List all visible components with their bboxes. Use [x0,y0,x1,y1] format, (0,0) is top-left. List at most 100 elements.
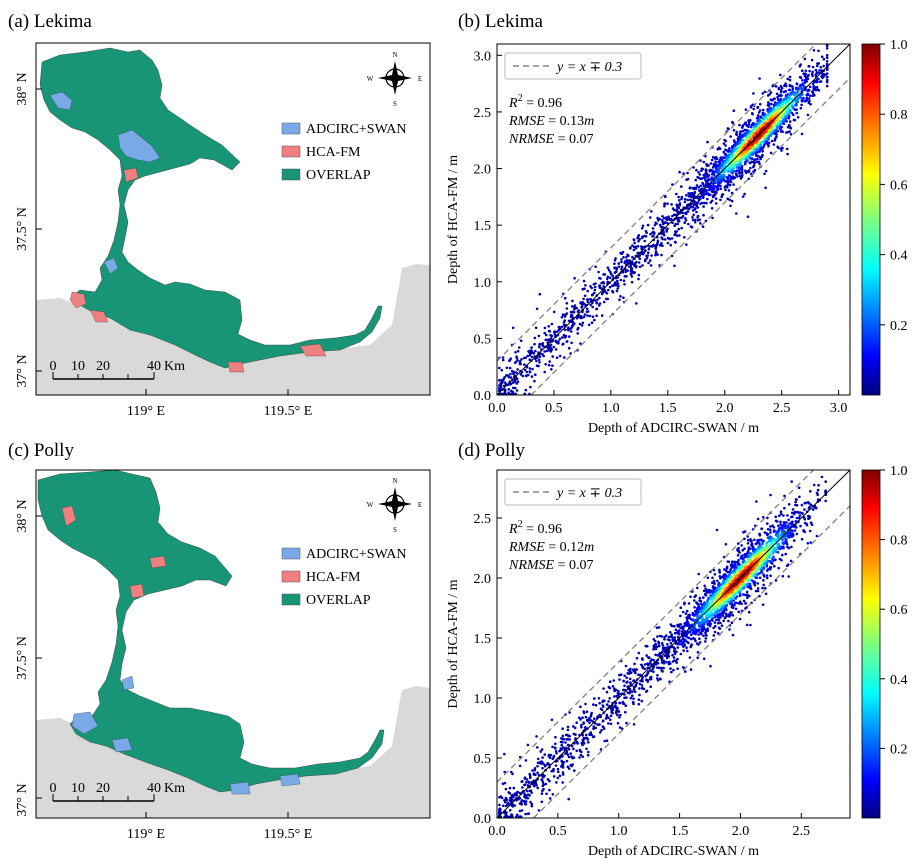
data-point [724,612,728,616]
data-point [703,584,706,588]
data-point [710,173,714,176]
data-point [785,147,789,151]
data-point [755,160,759,164]
data-point [600,708,604,712]
data-point [802,96,805,100]
plot-frame [496,43,851,396]
data-point [688,630,692,634]
data-point [753,129,757,133]
data-point [645,231,648,235]
data-point [783,105,786,108]
data-point [820,55,824,59]
data-point [755,139,759,143]
data-point [719,616,722,619]
data-point [807,88,811,92]
data-point [745,623,749,627]
data-point [767,103,770,107]
data-point [665,216,668,219]
data-point [793,539,796,542]
data-point [524,374,528,378]
data-point [556,767,560,771]
data-point [564,733,568,737]
data-point [653,223,657,227]
data-point [710,190,714,193]
data-point [498,812,501,815]
stat-r2: R2 = 0.96 [508,93,562,111]
data-point [707,164,710,167]
data-point [780,527,783,530]
data-point [779,116,783,119]
data-point [815,71,819,74]
data-point [607,700,610,703]
data-point [729,164,732,168]
data-point [526,784,530,787]
data-point [614,257,617,260]
data-point [722,150,726,154]
data-point [729,575,733,578]
data-point [596,298,599,302]
data-point [761,92,764,95]
x-tick-label: 3.0 [830,401,848,416]
data-point [761,542,764,546]
data-point [745,155,749,158]
data-point [554,742,557,746]
data-point [503,752,506,756]
data-point [563,328,567,332]
data-point [651,227,655,230]
data-point [743,569,747,572]
data-point [691,218,695,222]
data-point [638,687,641,690]
data-point [563,315,567,318]
data-point [724,600,728,604]
data-point [505,366,509,370]
data-point [694,218,697,222]
data-point [817,483,820,487]
data-point [696,651,700,654]
data-point [778,98,781,102]
data-point [743,128,746,132]
data-point [645,254,648,258]
data-point [535,307,539,311]
data-point [570,315,574,319]
data-point [756,549,760,552]
data-point [566,753,570,756]
data-point [558,774,562,778]
data-point [733,169,736,173]
data-point [718,609,722,612]
data-point [552,775,556,778]
data-point [624,270,627,274]
data-point [761,548,765,551]
data-point [628,259,632,262]
data-point [792,534,795,537]
map-c-frame [35,469,431,819]
data-point [736,175,739,178]
data-point [735,132,738,136]
scatter-points [498,44,829,395]
data-point [713,573,717,576]
data-point [756,116,760,119]
data-point [602,280,605,284]
data-point [503,781,507,785]
data-point [694,609,697,613]
y-tick-label: 0.0 [474,389,492,404]
data-point [717,177,720,180]
data-point [650,658,653,661]
data-point [649,676,652,679]
data-point [698,596,702,600]
data-point [806,77,810,81]
data-point [620,258,623,261]
data-point [713,593,716,596]
data-point [641,675,644,679]
data-point [552,345,556,349]
data-point [606,266,610,270]
data-point [543,370,546,374]
data-point [542,354,545,358]
data-point [524,388,528,392]
data-point [544,338,548,342]
data-point [795,111,799,115]
data-point [617,284,620,288]
data-point [746,594,749,598]
data-point [693,599,696,602]
data-point [595,314,598,318]
data-point [584,284,587,287]
